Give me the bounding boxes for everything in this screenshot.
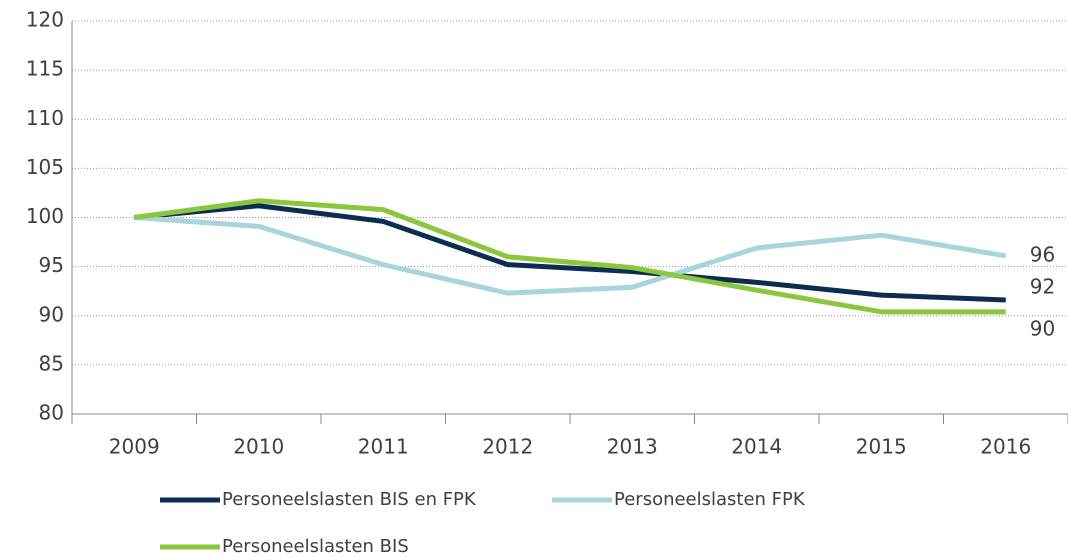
value-label: 96	[1030, 242, 1055, 266]
x-tick-label: 2015	[856, 435, 907, 459]
y-tick-label: 85	[39, 351, 64, 375]
y-tick-label: 80	[39, 401, 64, 425]
legend-label: Personeelslasten FPK	[614, 489, 806, 510]
series-line	[134, 215, 1007, 296]
y-tick-label: 95	[39, 253, 64, 277]
value-label: 90	[1030, 316, 1055, 340]
y-tick-label: 100	[26, 204, 64, 228]
y-tick-label: 110	[26, 106, 64, 130]
legend: Personeelslasten BIS en FPK Personeelslas…	[160, 489, 806, 557]
x-tick-label: 2009	[109, 435, 160, 459]
x-tick-label: 2016	[980, 435, 1031, 459]
y-tick-label: 120	[26, 8, 64, 32]
x-tick-label: 2010	[233, 435, 284, 459]
series-line	[134, 203, 1006, 303]
x-tick-label: 2011	[358, 435, 409, 459]
x-tick-label: 2012	[482, 435, 533, 459]
x-tick-label: 2013	[607, 435, 658, 459]
series-line	[133, 198, 1006, 315]
value-label: 92	[1030, 275, 1055, 299]
y-tick-label: 105	[26, 155, 64, 179]
legend-label: Personeelslasten BIS	[222, 536, 409, 557]
y-tick-label: 90	[39, 302, 64, 326]
y-tick-label: 115	[26, 57, 64, 81]
legend-label: Personeelslasten BIS en FPK	[222, 489, 477, 510]
x-tick-label: 2014	[731, 435, 782, 459]
